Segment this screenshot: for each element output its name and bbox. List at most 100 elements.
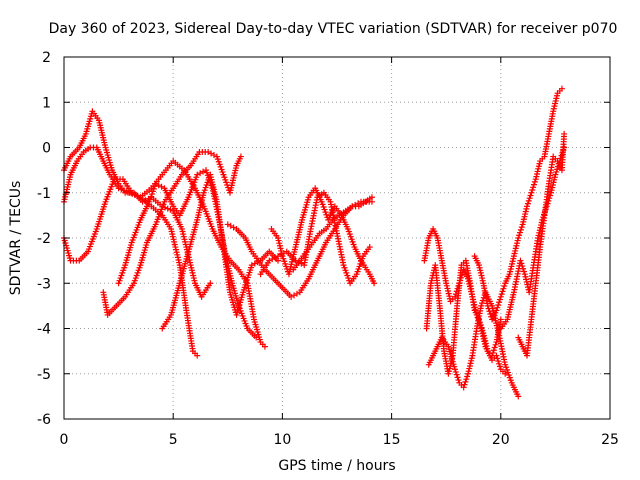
data-point xyxy=(121,187,128,194)
data-point xyxy=(167,206,174,213)
data-point xyxy=(368,194,375,201)
data-point xyxy=(499,288,506,295)
series-arc4 xyxy=(100,149,244,318)
data-point xyxy=(366,244,373,251)
data-point xyxy=(495,358,502,365)
data-points xyxy=(61,85,568,400)
data-point xyxy=(486,308,493,315)
series-arc6 xyxy=(159,171,282,332)
data-point xyxy=(451,293,458,300)
y-tick-label: -2 xyxy=(37,231,51,247)
series-arc14 xyxy=(471,85,565,323)
data-point xyxy=(115,185,122,192)
data-point xyxy=(558,85,565,92)
data-point xyxy=(497,316,504,323)
data-point xyxy=(455,377,462,384)
x-axis-label: GPS time / hours xyxy=(278,458,395,474)
data-point xyxy=(525,197,532,204)
data-point xyxy=(253,334,260,341)
x-tick-label: 25 xyxy=(601,432,619,448)
data-point xyxy=(561,130,568,137)
data-point xyxy=(478,324,485,331)
data-point xyxy=(528,189,535,196)
data-point xyxy=(237,153,244,160)
data-point xyxy=(502,370,509,377)
series-arc9 xyxy=(268,185,378,287)
data-point xyxy=(519,263,526,270)
data-point xyxy=(490,347,497,354)
data-point xyxy=(487,311,494,318)
y-tick-label: -5 xyxy=(37,367,51,383)
data-point xyxy=(498,291,505,298)
x-tick-label: 20 xyxy=(492,432,510,448)
data-point xyxy=(517,229,524,236)
data-point xyxy=(495,301,502,308)
series-arc10 xyxy=(290,194,375,273)
data-point xyxy=(478,302,485,309)
data-point xyxy=(552,171,559,178)
data-point xyxy=(123,188,130,195)
data-point xyxy=(531,178,538,185)
y-tick-label: -1 xyxy=(37,186,51,202)
data-point xyxy=(194,352,201,359)
data-point xyxy=(496,299,503,306)
data-point xyxy=(371,280,378,287)
x-tick-label: 10 xyxy=(273,432,291,448)
y-tick-label: 2 xyxy=(42,50,51,66)
y-tick-label: -6 xyxy=(37,412,51,428)
data-point xyxy=(500,285,507,292)
data-point xyxy=(479,327,486,334)
data-point xyxy=(261,343,268,350)
y-tick-label: 0 xyxy=(42,141,51,157)
data-point xyxy=(527,192,534,199)
y-tick-label: -3 xyxy=(37,276,51,292)
x-tick-label: 5 xyxy=(169,432,178,448)
data-point xyxy=(501,282,508,289)
data-point xyxy=(493,307,500,314)
y-axis-label: SDTVAR / TECUs xyxy=(8,181,24,296)
data-point xyxy=(461,381,468,388)
data-point xyxy=(452,368,459,375)
data-point xyxy=(530,181,537,188)
data-point xyxy=(484,302,491,309)
data-point xyxy=(515,235,522,241)
data-point xyxy=(496,363,503,370)
data-point xyxy=(496,360,503,367)
data-point xyxy=(463,376,470,383)
data-point xyxy=(529,187,536,194)
data-point xyxy=(496,296,503,303)
data-point xyxy=(451,366,458,373)
data-point xyxy=(491,344,498,351)
data-point xyxy=(524,203,531,210)
data-point xyxy=(518,224,525,231)
ticks: 0 5 10 15 20 25 -6 -5 -4 -3 -2 -1 0 1 2 xyxy=(37,50,619,448)
series-arc2 xyxy=(61,144,201,359)
data-point xyxy=(460,384,467,391)
data-point xyxy=(489,349,496,356)
data-point xyxy=(207,280,214,287)
data-point xyxy=(494,355,501,362)
data-point xyxy=(485,305,492,312)
data-point xyxy=(524,200,531,207)
data-point xyxy=(494,304,501,311)
data-point xyxy=(553,168,560,175)
series-arc13 xyxy=(425,289,522,400)
series-arc16 xyxy=(515,130,568,359)
data-point xyxy=(554,166,561,173)
data-point xyxy=(518,260,525,267)
data-point xyxy=(453,371,460,378)
series-arc12 xyxy=(423,257,504,377)
data-point xyxy=(520,265,527,272)
data-point xyxy=(454,374,461,381)
data-point xyxy=(520,268,527,275)
data-point xyxy=(517,257,524,264)
data-point xyxy=(497,293,504,300)
chart-title: Day 360 of 2023, Sidereal Day-to-day VTE… xyxy=(49,21,618,37)
x-tick-label: 15 xyxy=(383,432,401,448)
x-tick-label: 0 xyxy=(60,432,69,448)
data-point xyxy=(118,186,125,193)
y-tick-label: 1 xyxy=(42,95,51,111)
data-point xyxy=(516,232,523,239)
data-point xyxy=(530,184,537,191)
